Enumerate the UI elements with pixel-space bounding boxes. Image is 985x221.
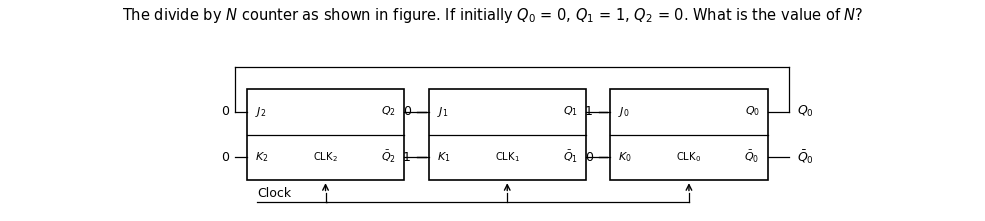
- Text: 0: 0: [403, 105, 411, 118]
- Bar: [428, 89, 586, 180]
- Text: $J_1$: $J_1$: [436, 105, 448, 119]
- Bar: [611, 89, 767, 180]
- Text: $\bar{Q}_1$: $\bar{Q}_1$: [562, 149, 578, 165]
- Text: 1: 1: [403, 151, 411, 164]
- Text: Clock: Clock: [257, 187, 291, 200]
- Text: CLK$_{2}$: CLK$_{2}$: [313, 151, 338, 164]
- Text: $\bar{Q}_2$: $\bar{Q}_2$: [381, 149, 396, 165]
- Text: $\bar{Q}_0$: $\bar{Q}_0$: [745, 149, 759, 165]
- Text: $Q_0$: $Q_0$: [745, 105, 759, 118]
- Text: $Q_2$: $Q_2$: [381, 105, 396, 118]
- Text: The divide by $N$ counter as shown in figure. If initially $Q_0$ = 0, $Q_1$ = 1,: The divide by $N$ counter as shown in fi…: [122, 6, 863, 25]
- Text: $J_0$: $J_0$: [619, 105, 629, 119]
- Text: $\bar{Q}_0$: $\bar{Q}_0$: [797, 149, 814, 166]
- Text: $K_0$: $K_0$: [619, 151, 632, 164]
- Text: 0: 0: [585, 151, 593, 164]
- Text: 1: 1: [585, 105, 593, 118]
- Text: CLK$_{1}$: CLK$_{1}$: [494, 151, 520, 164]
- Text: $J_2$: $J_2$: [255, 105, 266, 119]
- Text: 0: 0: [222, 105, 230, 118]
- Text: $K_2$: $K_2$: [255, 151, 268, 164]
- Text: CLK$_{0}$: CLK$_{0}$: [677, 151, 701, 164]
- Text: $Q_0$: $Q_0$: [797, 104, 814, 119]
- Text: $Q_1$: $Q_1$: [563, 105, 578, 118]
- Bar: [247, 89, 404, 180]
- Text: 0: 0: [222, 151, 230, 164]
- Text: $K_1$: $K_1$: [436, 151, 450, 164]
